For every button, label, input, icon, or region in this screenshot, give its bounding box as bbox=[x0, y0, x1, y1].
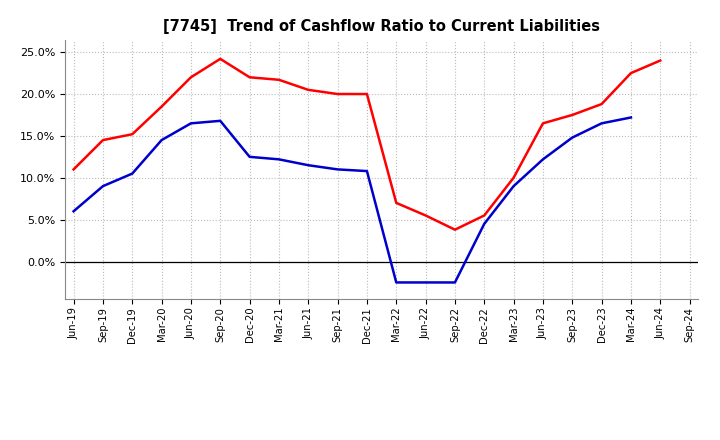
Line: Free CF to Current Liabilities: Free CF to Current Liabilities bbox=[73, 117, 631, 282]
Free CF to Current Liabilities bbox=[392, 280, 400, 285]
Operating CF to Current Liabilities bbox=[274, 77, 283, 82]
Free CF to Current Liabilities bbox=[333, 167, 342, 172]
Line: Operating CF to Current Liabilities: Operating CF to Current Liabilities bbox=[73, 59, 660, 230]
Operating CF to Current Liabilities bbox=[333, 92, 342, 97]
Free CF to Current Liabilities bbox=[304, 162, 312, 168]
Operating CF to Current Liabilities bbox=[480, 213, 489, 218]
Operating CF to Current Liabilities bbox=[656, 58, 665, 63]
Operating CF to Current Liabilities bbox=[363, 92, 372, 97]
Operating CF to Current Liabilities bbox=[626, 70, 635, 76]
Operating CF to Current Liabilities bbox=[392, 200, 400, 205]
Free CF to Current Liabilities bbox=[421, 280, 430, 285]
Free CF to Current Liabilities bbox=[157, 137, 166, 143]
Free CF to Current Liabilities bbox=[186, 121, 195, 126]
Free CF to Current Liabilities bbox=[216, 118, 225, 124]
Free CF to Current Liabilities bbox=[598, 121, 606, 126]
Operating CF to Current Liabilities bbox=[186, 75, 195, 80]
Free CF to Current Liabilities bbox=[246, 154, 254, 159]
Free CF to Current Liabilities bbox=[539, 157, 547, 162]
Free CF to Current Liabilities bbox=[480, 221, 489, 227]
Operating CF to Current Liabilities bbox=[539, 121, 547, 126]
Operating CF to Current Liabilities bbox=[509, 175, 518, 180]
Title: [7745]  Trend of Cashflow Ratio to Current Liabilities: [7745] Trend of Cashflow Ratio to Curren… bbox=[163, 19, 600, 34]
Operating CF to Current Liabilities bbox=[216, 56, 225, 62]
Free CF to Current Liabilities bbox=[568, 135, 577, 140]
Operating CF to Current Liabilities bbox=[69, 167, 78, 172]
Operating CF to Current Liabilities bbox=[157, 104, 166, 109]
Operating CF to Current Liabilities bbox=[304, 87, 312, 92]
Free CF to Current Liabilities bbox=[99, 183, 107, 189]
Free CF to Current Liabilities bbox=[128, 171, 137, 176]
Operating CF to Current Liabilities bbox=[451, 227, 459, 232]
Free CF to Current Liabilities bbox=[274, 157, 283, 162]
Operating CF to Current Liabilities bbox=[421, 213, 430, 218]
Free CF to Current Liabilities bbox=[626, 115, 635, 120]
Operating CF to Current Liabilities bbox=[99, 137, 107, 143]
Operating CF to Current Liabilities bbox=[568, 112, 577, 117]
Operating CF to Current Liabilities bbox=[128, 132, 137, 137]
Free CF to Current Liabilities bbox=[69, 209, 78, 214]
Operating CF to Current Liabilities bbox=[246, 75, 254, 80]
Free CF to Current Liabilities bbox=[451, 280, 459, 285]
Free CF to Current Liabilities bbox=[363, 169, 372, 174]
Free CF to Current Liabilities bbox=[509, 183, 518, 189]
Operating CF to Current Liabilities bbox=[598, 102, 606, 107]
